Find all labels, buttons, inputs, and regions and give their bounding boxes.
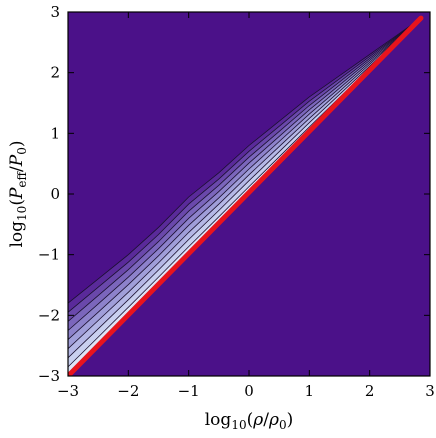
x-tick-label: 1 xyxy=(305,382,315,400)
x-tick-label: −1 xyxy=(178,382,200,400)
y-tick-label: 3 xyxy=(50,3,60,21)
x-tick-label: 2 xyxy=(365,382,375,400)
y-tick-label: −3 xyxy=(38,367,60,385)
x-tick-label: −3 xyxy=(57,382,79,400)
x-axis-ticks: −3 −2 −1 0 1 2 3 xyxy=(57,12,435,400)
y-axis-ticks: −3 −2 −1 0 1 2 3 xyxy=(38,3,430,385)
x-tick-label: 0 xyxy=(244,382,254,400)
x-tick-label: −2 xyxy=(117,382,139,400)
x-tick-label: 3 xyxy=(425,382,435,400)
x-axis-label: log10(ρ/ρ0) xyxy=(205,410,294,432)
y-tick-label: 0 xyxy=(50,185,60,203)
ridge-line xyxy=(68,15,424,376)
y-tick-label: 2 xyxy=(50,64,60,82)
y-tick-label: −1 xyxy=(38,246,60,264)
ridge-layer xyxy=(68,15,424,376)
y-tick-label: 1 xyxy=(50,124,60,142)
y-axis-label: log10(Peff/P0) xyxy=(7,140,29,247)
y-tick-label: −2 xyxy=(38,306,60,324)
